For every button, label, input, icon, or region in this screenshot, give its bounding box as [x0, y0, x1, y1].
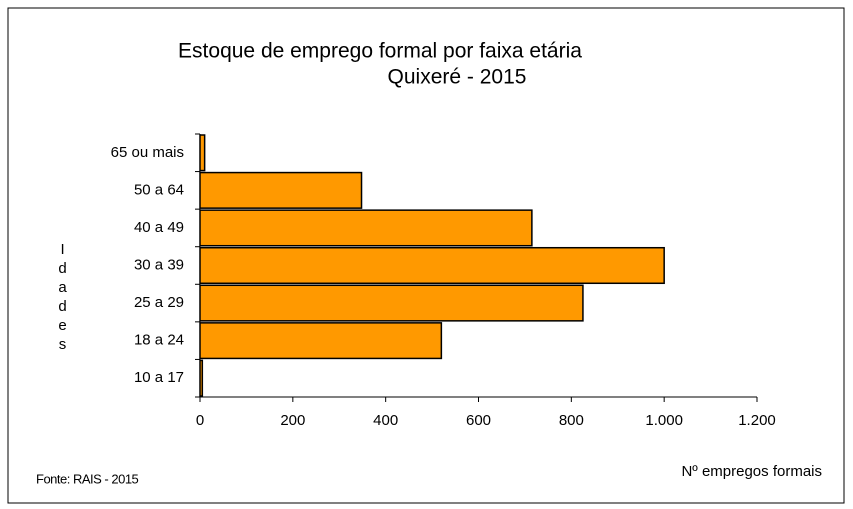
x-tick-label: 200: [280, 412, 305, 429]
bar: [199, 209, 533, 247]
x-tick-label: 1.200: [738, 412, 776, 429]
y-tick-label: 25 a 29: [134, 294, 184, 311]
y-tick-label: 40 a 49: [134, 219, 184, 236]
x-tick-label: 400: [373, 412, 398, 429]
x-tick-label: 800: [559, 412, 584, 429]
y-tick-label: 30 a 39: [134, 256, 184, 273]
y-tick-label: 65 ou mais: [111, 144, 184, 161]
x-tick-label: 1.000: [645, 412, 683, 429]
x-axis-label: Nº empregos formais: [681, 463, 822, 480]
source-note: Fonte: RAIS - 2015: [36, 471, 139, 486]
y-tick-label: 50 a 64: [134, 181, 184, 198]
bar: [199, 134, 206, 172]
bar: [199, 322, 443, 360]
x-tick-label: 600: [466, 412, 491, 429]
y-tick-label: 10 a 17: [134, 369, 184, 386]
y-tick-label: 18 a 24: [134, 332, 184, 349]
bar: [199, 171, 363, 209]
bar: [199, 284, 584, 322]
y-axis-label: Idades: [54, 241, 71, 355]
bar: [199, 246, 665, 285]
chart-subtitle: Quixeré - 2015: [388, 66, 527, 89]
chart-title: Estoque de emprego formal por faixa etár…: [178, 40, 582, 63]
x-tick-label: 0: [196, 412, 204, 429]
